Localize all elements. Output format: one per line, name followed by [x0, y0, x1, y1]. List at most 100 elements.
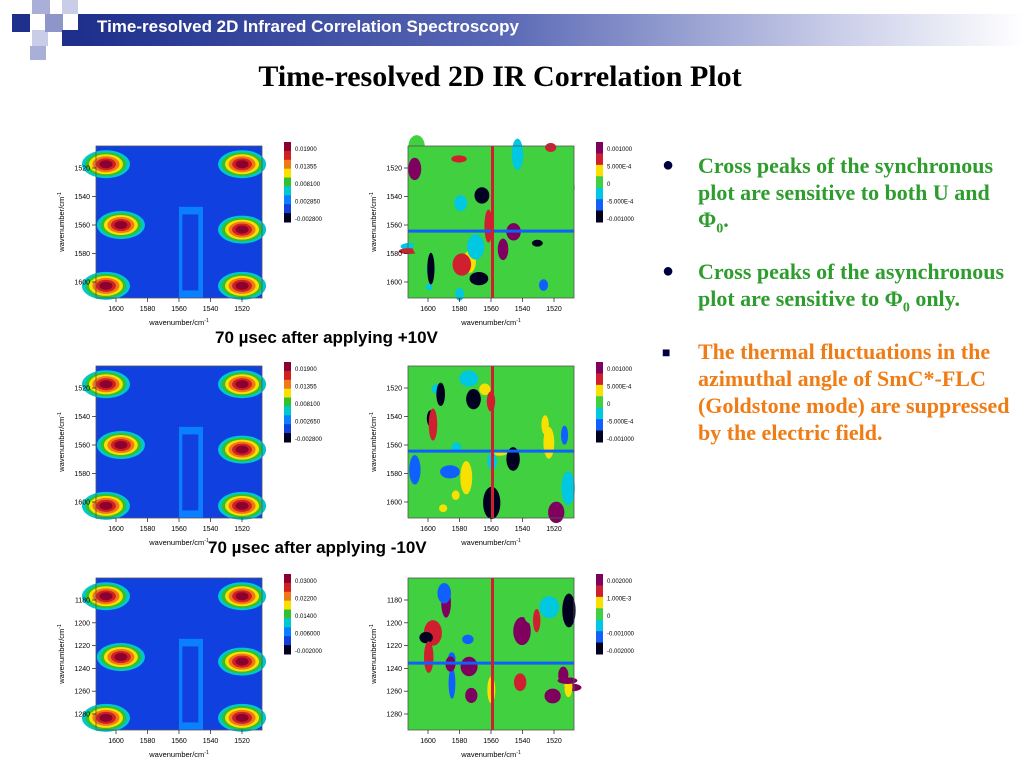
- y-axis-label-sup: -1: [57, 412, 63, 417]
- heatmap-contour: [421, 214, 441, 244]
- heatmap-contour: [484, 209, 493, 243]
- heatmap-contour: [460, 460, 473, 495]
- heatmap-contour: [99, 281, 113, 290]
- heatmap-contour: [99, 380, 113, 389]
- colorbar-swatch: [284, 186, 291, 196]
- colorbar-swatch: [596, 430, 603, 443]
- heatmap-contour: [235, 445, 249, 454]
- y-axis-label: wavenumber/cm-1: [57, 192, 66, 253]
- colorbar-label: 5.000E-4: [607, 385, 632, 391]
- heatmap-contour: [561, 471, 575, 506]
- heatmap-contour: [99, 592, 113, 601]
- y-tick-label: 1540: [386, 194, 402, 201]
- bullet-item: ● Cross peaks of the synchronous plot ar…: [660, 152, 1020, 242]
- y-tick-label: 1220: [74, 643, 90, 650]
- heatmap-contour: [491, 146, 494, 298]
- y-tick-label: 1520: [74, 386, 90, 393]
- bullet-text: Cross peaks of the synchronous plot are …: [698, 153, 994, 232]
- y-tick-label: 1580: [74, 471, 90, 478]
- heatmap-contour: [425, 283, 433, 291]
- y-tick-label: 1580: [386, 471, 402, 478]
- heatmap-contour: [235, 501, 249, 510]
- corner-square-light: [32, 30, 48, 46]
- bullet-item: ■ The thermal fluctuations in the azimut…: [660, 338, 1020, 446]
- heatmap-contour: [543, 426, 555, 459]
- heatmap-contour: [455, 287, 465, 301]
- y-tick-label: 1600: [74, 280, 90, 287]
- colorbar-swatch: [596, 574, 603, 586]
- colorbar-label: -5.000E-4: [607, 200, 634, 206]
- y-tick-label: 1540: [74, 414, 90, 421]
- heatmap-contour: [99, 501, 113, 510]
- sync-plot-plus10v: 1600 1580 1560 1540 1520 1520 1540 1560 1580 1600…: [57, 134, 368, 329]
- colorbar-label: 0: [607, 614, 611, 620]
- x-tick-label: 1560: [171, 738, 187, 745]
- colorbar-swatch: [284, 600, 291, 611]
- colorbar-label: -0.002800: [295, 217, 323, 223]
- x-tick-label: 1560: [483, 738, 499, 745]
- colorbar-swatch: [596, 384, 603, 397]
- heatmap-contour: [114, 441, 128, 450]
- x-axis-label-sup: -1: [516, 318, 521, 324]
- heatmap-contour: [439, 504, 448, 513]
- x-tick-label: 1540: [203, 738, 219, 745]
- heatmap-contour: [465, 687, 478, 704]
- heatmap-contour: [469, 271, 489, 286]
- x-tick-label: 1600: [108, 526, 124, 533]
- heatmap-contour: [451, 490, 460, 501]
- x-axis-label-sup: -1: [204, 538, 209, 544]
- heatmap-contour: [451, 442, 462, 452]
- x-tick-label: 1540: [515, 526, 531, 533]
- colorbar-label: 0.001000: [607, 367, 633, 373]
- heatmap-contour: [428, 408, 438, 441]
- heatmap-contour: [448, 667, 456, 699]
- heatmap-contour: [460, 656, 478, 677]
- header-bar: [78, 14, 1024, 46]
- colorbar-label: 1.000E-3: [607, 597, 632, 603]
- y-axis-label: wavenumber/cm-1: [369, 412, 378, 473]
- heatmap-contour: [558, 666, 569, 684]
- y-tick-label: 1180: [387, 598, 402, 605]
- y-axis-label: wavenumber/cm-1: [57, 412, 66, 473]
- sync-plot-minus10v: 1600 1580 1560 1540 1520 1520 1540 1560 1580 1600…: [57, 354, 368, 549]
- heatmap-contour: [235, 380, 249, 389]
- heatmap-contour: [556, 176, 575, 198]
- heatmap-contour: [182, 646, 199, 723]
- colorbar-label: 0: [607, 402, 611, 408]
- y-tick-label: 1560: [74, 223, 90, 230]
- x-tick-label: 1560: [483, 526, 499, 533]
- y-tick-label: 1180: [75, 598, 90, 605]
- y-axis-label: wavenumber/cm-1: [369, 624, 378, 685]
- heatmap-contour: [235, 657, 249, 666]
- colorbar-swatch: [596, 596, 603, 609]
- y-tick-label: 1200: [386, 620, 402, 627]
- heatmap-contour: [506, 447, 520, 471]
- heatmap-contour: [427, 252, 435, 285]
- colorbar-swatch: [284, 370, 291, 381]
- caption-minus10v: 70 µsec after applying -10V: [208, 538, 427, 557]
- colorbar-swatch: [284, 406, 291, 416]
- heatmap-contour: [544, 688, 561, 704]
- bullet-suffix: .: [723, 207, 729, 232]
- x-axis-label-sup: -1: [516, 538, 521, 544]
- x-axis-label: wavenumber/cm-1: [460, 750, 521, 759]
- x-tick-label: 1600: [420, 526, 436, 533]
- colorbar-swatch: [284, 379, 291, 390]
- x-tick-label: 1580: [452, 306, 468, 313]
- heatmap-contour: [235, 225, 249, 234]
- corner-square-light: [32, 0, 50, 14]
- colorbar-swatch: [284, 388, 291, 399]
- colorbar-label: 0.01355: [295, 385, 317, 391]
- colorbar-swatch: [596, 210, 603, 223]
- colorbar-swatch: [284, 150, 291, 161]
- colorbar-swatch: [284, 433, 291, 443]
- colorbar-swatch: [596, 631, 603, 644]
- colorbar-swatch: [284, 582, 291, 593]
- bullet-subscript: 0: [716, 221, 724, 237]
- bullet-text: Cross peaks of the asynchronous plot are…: [698, 259, 1005, 312]
- colorbar-swatch: [284, 362, 291, 372]
- colorbar-label: 0.01355: [295, 165, 317, 171]
- x-tick-label: 1580: [452, 526, 468, 533]
- colorbar-swatch: [284, 204, 291, 214]
- colorbar-swatch: [596, 407, 603, 420]
